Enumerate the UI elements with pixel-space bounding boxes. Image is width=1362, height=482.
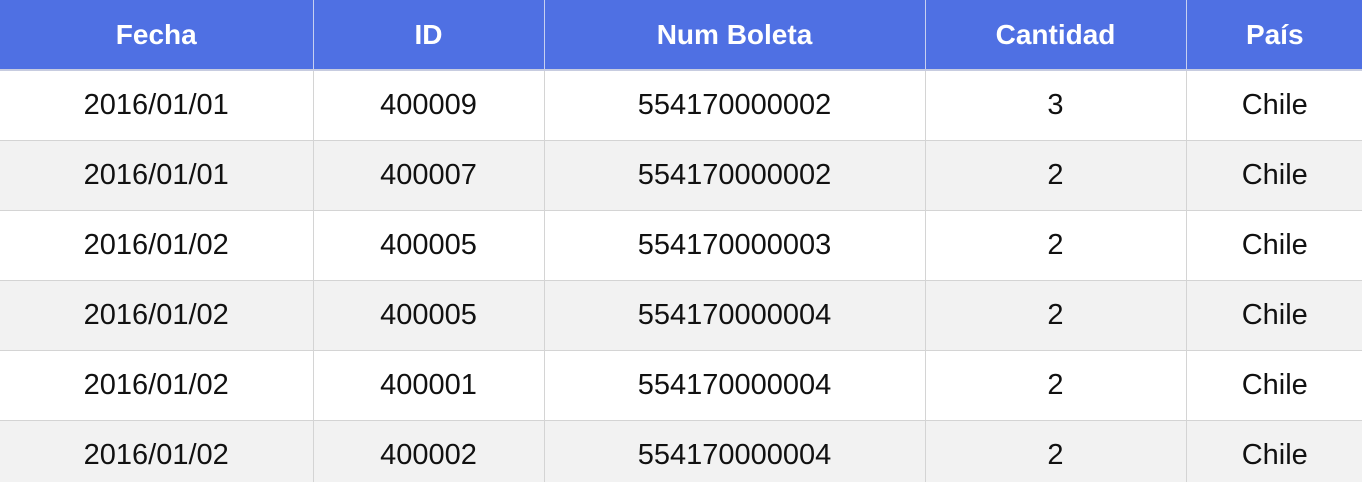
cell-id: 400007: [313, 140, 545, 211]
table-body: 2016/01/01 400009 554170000002 3 Chile 2…: [0, 70, 1362, 482]
cell-fecha: 2016/01/02: [0, 420, 314, 482]
cell-id: 400005: [313, 280, 545, 351]
cell-num-boleta: 554170000004: [544, 420, 926, 482]
cell-fecha: 2016/01/02: [0, 350, 314, 421]
column-header-fecha[interactable]: Fecha: [0, 0, 314, 71]
cell-fecha: 2016/01/01: [0, 140, 314, 211]
table-row: 2016/01/02 400005 554170000004 2 Chile: [0, 280, 1362, 351]
header-row: Fecha ID Num Boleta Cantidad País: [0, 0, 1362, 71]
cell-fecha: 2016/01/01: [0, 70, 314, 141]
cell-pais: Chile: [1186, 280, 1362, 351]
cell-id: 400001: [313, 350, 545, 421]
cell-cantidad: 2: [925, 210, 1187, 281]
cell-id: 400002: [313, 420, 545, 482]
cell-num-boleta: 554170000002: [544, 70, 926, 141]
cell-num-boleta: 554170000002: [544, 140, 926, 211]
cell-pais: Chile: [1186, 420, 1362, 482]
cell-pais: Chile: [1186, 140, 1362, 211]
table-row: 2016/01/02 400001 554170000004 2 Chile: [0, 350, 1362, 421]
cell-num-boleta: 554170000003: [544, 210, 926, 281]
cell-num-boleta: 554170000004: [544, 280, 926, 351]
cell-cantidad: 2: [925, 420, 1187, 482]
cell-fecha: 2016/01/02: [0, 280, 314, 351]
cell-cantidad: 3: [925, 70, 1187, 141]
column-header-cantidad[interactable]: Cantidad: [925, 0, 1187, 71]
column-header-id[interactable]: ID: [313, 0, 545, 71]
cell-cantidad: 2: [925, 140, 1187, 211]
cell-num-boleta: 554170000004: [544, 350, 926, 421]
column-header-pais[interactable]: País: [1186, 0, 1362, 71]
cell-cantidad: 2: [925, 350, 1187, 421]
column-header-num-boleta[interactable]: Num Boleta: [544, 0, 926, 71]
cell-pais: Chile: [1186, 210, 1362, 281]
cell-pais: Chile: [1186, 70, 1362, 141]
cell-cantidad: 2: [925, 280, 1187, 351]
cell-pais: Chile: [1186, 350, 1362, 421]
table-row: 2016/01/02 400005 554170000003 2 Chile: [0, 210, 1362, 281]
table-row: 2016/01/01 400009 554170000002 3 Chile: [0, 70, 1362, 141]
cell-fecha: 2016/01/02: [0, 210, 314, 281]
cell-id: 400009: [313, 70, 545, 141]
cell-id: 400005: [313, 210, 545, 281]
table-header: Fecha ID Num Boleta Cantidad País: [0, 0, 1362, 71]
table-row: 2016/01/02 400002 554170000004 2 Chile: [0, 420, 1362, 482]
table-row: 2016/01/01 400007 554170000002 2 Chile: [0, 140, 1362, 211]
